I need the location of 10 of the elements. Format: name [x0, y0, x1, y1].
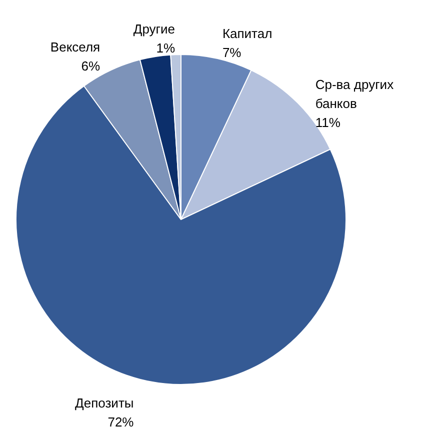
data-label: 7% [222, 45, 242, 60]
data-label: 6% [81, 58, 101, 74]
slice-label: Ср-ва других банков [315, 77, 394, 112]
slice-label: Капитал [222, 26, 272, 42]
slice-label: Депозиты [75, 396, 134, 411]
data-label: 72% [108, 414, 134, 430]
slice-label: Другие [133, 22, 176, 37]
data-label: 11% [315, 115, 341, 130]
data-label: 1% [156, 40, 176, 56]
slice-label: Векселя [50, 40, 100, 55]
